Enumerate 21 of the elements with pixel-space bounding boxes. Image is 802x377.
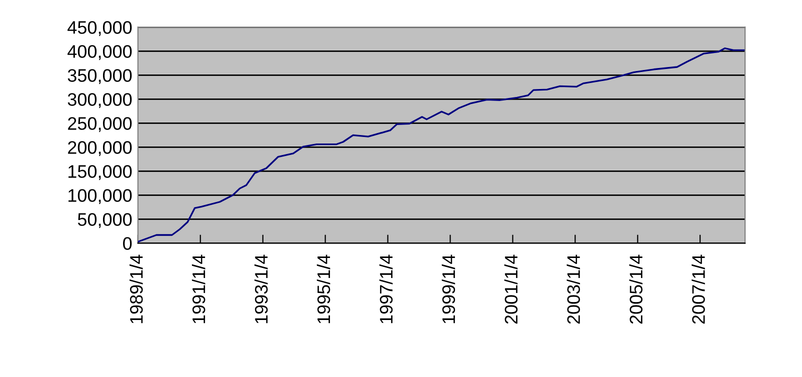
x-tick-label: 2007/1/4	[692, 254, 705, 324]
x-tick-label: 1997/1/4	[379, 254, 393, 324]
x-tick-label: 1999/1/4	[442, 254, 456, 324]
y-tick-label: 50,000	[78, 213, 132, 228]
y-tick-label: 150,000	[68, 165, 132, 180]
y-tick-label: 100,000	[68, 189, 132, 204]
y-tick-label: 0	[123, 237, 132, 250]
x-tick-label: 1989/1/4	[130, 254, 143, 324]
y-tick-label: 400,000	[68, 45, 132, 60]
y-tick-label: 200,000	[68, 141, 132, 156]
x-tick-label: 2003/1/4	[566, 254, 580, 324]
y-tick-label: 250,000	[68, 117, 132, 132]
x-tick-label: 2001/1/4	[504, 254, 518, 324]
x-tick-label: 2005/1/4	[629, 254, 643, 324]
x-tick-label: 1995/1/4	[316, 254, 330, 324]
x-tick-label: 1991/1/4	[192, 254, 206, 324]
line-series	[138, 47, 745, 243]
x-tick-label: 1993/1/4	[254, 254, 268, 324]
y-tick-label: 450,000	[68, 21, 132, 36]
y-tick-label: 350,000	[68, 69, 132, 84]
y-tick-label: 300,000	[68, 93, 132, 108]
